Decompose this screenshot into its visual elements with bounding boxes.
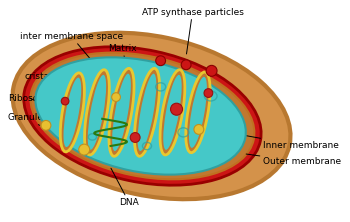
Text: Inner membrane: Inner membrane [237,134,338,150]
Ellipse shape [186,72,210,153]
Ellipse shape [61,97,69,105]
Ellipse shape [24,47,261,185]
Ellipse shape [160,70,185,155]
Ellipse shape [30,53,254,179]
Text: Ribosome: Ribosome [8,94,52,103]
Ellipse shape [63,78,81,147]
Ellipse shape [79,144,90,155]
Ellipse shape [204,89,213,97]
Ellipse shape [181,60,191,70]
Ellipse shape [170,103,183,115]
Ellipse shape [13,33,290,199]
Ellipse shape [109,68,134,156]
Ellipse shape [85,70,109,155]
Text: Granules: Granules [8,113,48,125]
Text: ATP synthase particles: ATP synthase particles [141,8,243,54]
Text: DNA: DNA [111,168,139,207]
Ellipse shape [206,65,217,76]
Text: cristae: cristae [24,72,63,88]
Text: inter membrane space: inter membrane space [20,32,123,65]
Ellipse shape [156,56,166,66]
Ellipse shape [163,75,182,150]
Ellipse shape [112,93,120,101]
Text: Outer membrane: Outer membrane [246,154,341,166]
Ellipse shape [130,133,140,142]
Ellipse shape [41,121,51,130]
Ellipse shape [138,74,156,151]
Ellipse shape [194,125,204,134]
Text: Matrix: Matrix [108,44,137,74]
Ellipse shape [134,68,160,156]
Ellipse shape [112,74,131,151]
Ellipse shape [60,73,84,152]
Ellipse shape [189,77,207,148]
Ellipse shape [88,75,106,150]
Ellipse shape [35,57,246,175]
